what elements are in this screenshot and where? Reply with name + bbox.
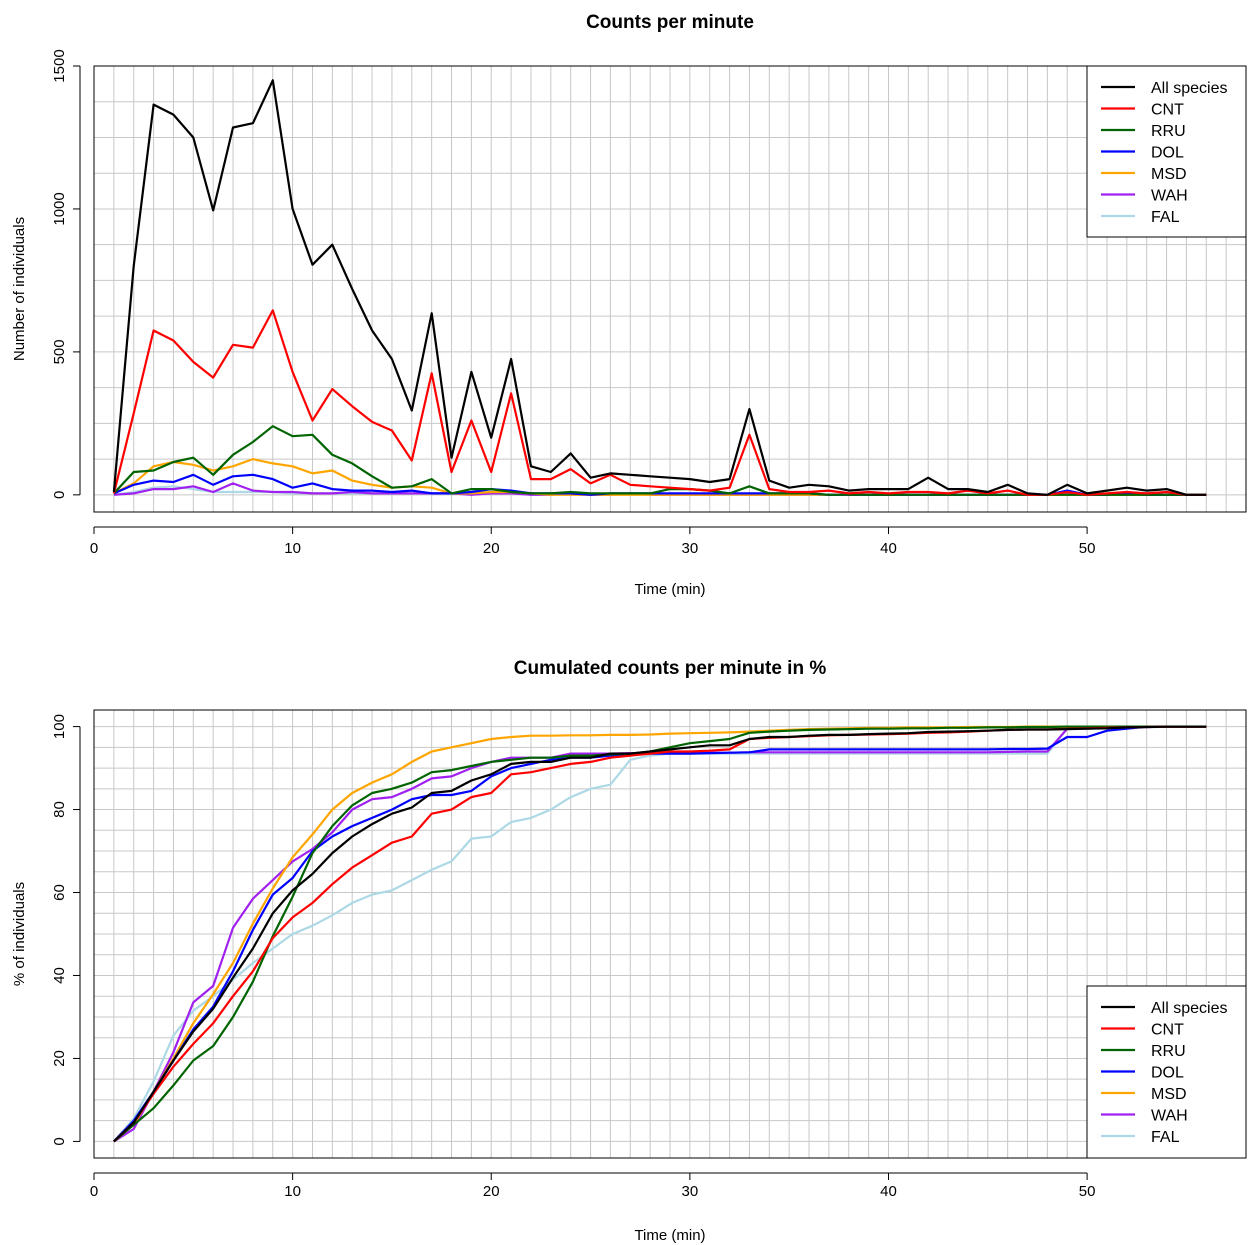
chart-1: Counts per minute 0 10 20 30 40 50 Time (min) 0 5… [11, 12, 1247, 598]
x-axis: 0 10 20 30 40 50 Time (min) [90, 526, 1096, 598]
grid [94, 710, 1247, 1158]
x-tick-label: 40 [880, 1183, 897, 1200]
y-axis-label: % of individuals [11, 882, 28, 986]
y-tick-label: 40 [51, 967, 68, 984]
legend: All species CNT RRU DOL MSD WAH FAL [1086, 65, 1247, 238]
legend-label: All species [1151, 1000, 1227, 1017]
legend-label: All species [1151, 80, 1227, 97]
series-line [113, 425, 1207, 496]
series-group [113, 725, 1207, 1143]
y-tick-label: 100 [51, 714, 68, 739]
x-axis: 0 10 20 30 40 50 Time (min) [90, 1172, 1096, 1244]
y-tick-label: 60 [51, 884, 68, 901]
legend-label: MSD [1151, 166, 1187, 183]
legend-label: FAL [1151, 1129, 1180, 1146]
series-group [112, 79, 1207, 496]
x-tick-label: 40 [880, 540, 897, 557]
y-tick-label: 80 [51, 801, 68, 818]
x-tick-label: 0 [90, 540, 98, 557]
y-axis-label: Number of individuals [11, 217, 28, 361]
plot-frame [93, 65, 1247, 513]
y-tick-label: 1000 [51, 192, 68, 225]
legend-label: WAH [1151, 1108, 1188, 1125]
legend-label: CNT [1151, 102, 1184, 119]
plot-frame [93, 709, 1247, 1159]
series-line [112, 79, 1207, 496]
legend-label: FAL [1151, 209, 1180, 226]
x-tick-label: 50 [1079, 540, 1096, 557]
legend-label: MSD [1151, 1086, 1187, 1103]
y-tick-label: 0 [51, 1137, 68, 1145]
x-tick-label: 50 [1079, 1183, 1096, 1200]
x-tick-label: 30 [682, 540, 699, 557]
x-tick-label: 10 [284, 1183, 301, 1200]
legend-label: RRU [1151, 1043, 1186, 1060]
y-tick-label: 20 [51, 1050, 68, 1067]
series-line [113, 725, 1207, 1143]
y-tick-label: 1500 [51, 49, 68, 82]
x-tick-label: 30 [682, 1183, 699, 1200]
x-tick-label: 0 [90, 1183, 98, 1200]
y-tick-label: 500 [51, 339, 68, 364]
legend-label: DOL [1151, 1065, 1184, 1082]
y-tick-label: 0 [51, 491, 68, 499]
legend: All species CNT RRU DOL MSD WAH FAL [1086, 985, 1247, 1159]
y-axis: 0 500 1000 1500 Number of individuals [11, 49, 81, 499]
x-axis-label: Time (min) [634, 581, 705, 598]
grid [94, 65, 1247, 512]
x-tick-label: 20 [483, 540, 500, 557]
legend-label: CNT [1151, 1022, 1184, 1039]
legend-label: DOL [1151, 145, 1184, 162]
y-axis: 0 20 40 60 80 100 % of individuals [11, 714, 81, 1146]
chart-title: Cumulated counts per minute in % [514, 658, 827, 679]
chart-2: Cumulated counts per minute in % 0 10 20 30 4… [11, 658, 1247, 1244]
series-line [112, 309, 1207, 496]
legend-label: WAH [1151, 188, 1188, 205]
x-tick-label: 20 [483, 1183, 500, 1200]
chart-title: Counts per minute [586, 12, 754, 33]
legend-label: RRU [1151, 123, 1186, 140]
x-axis-label: Time (min) [634, 1227, 705, 1244]
x-tick-label: 10 [284, 540, 301, 557]
